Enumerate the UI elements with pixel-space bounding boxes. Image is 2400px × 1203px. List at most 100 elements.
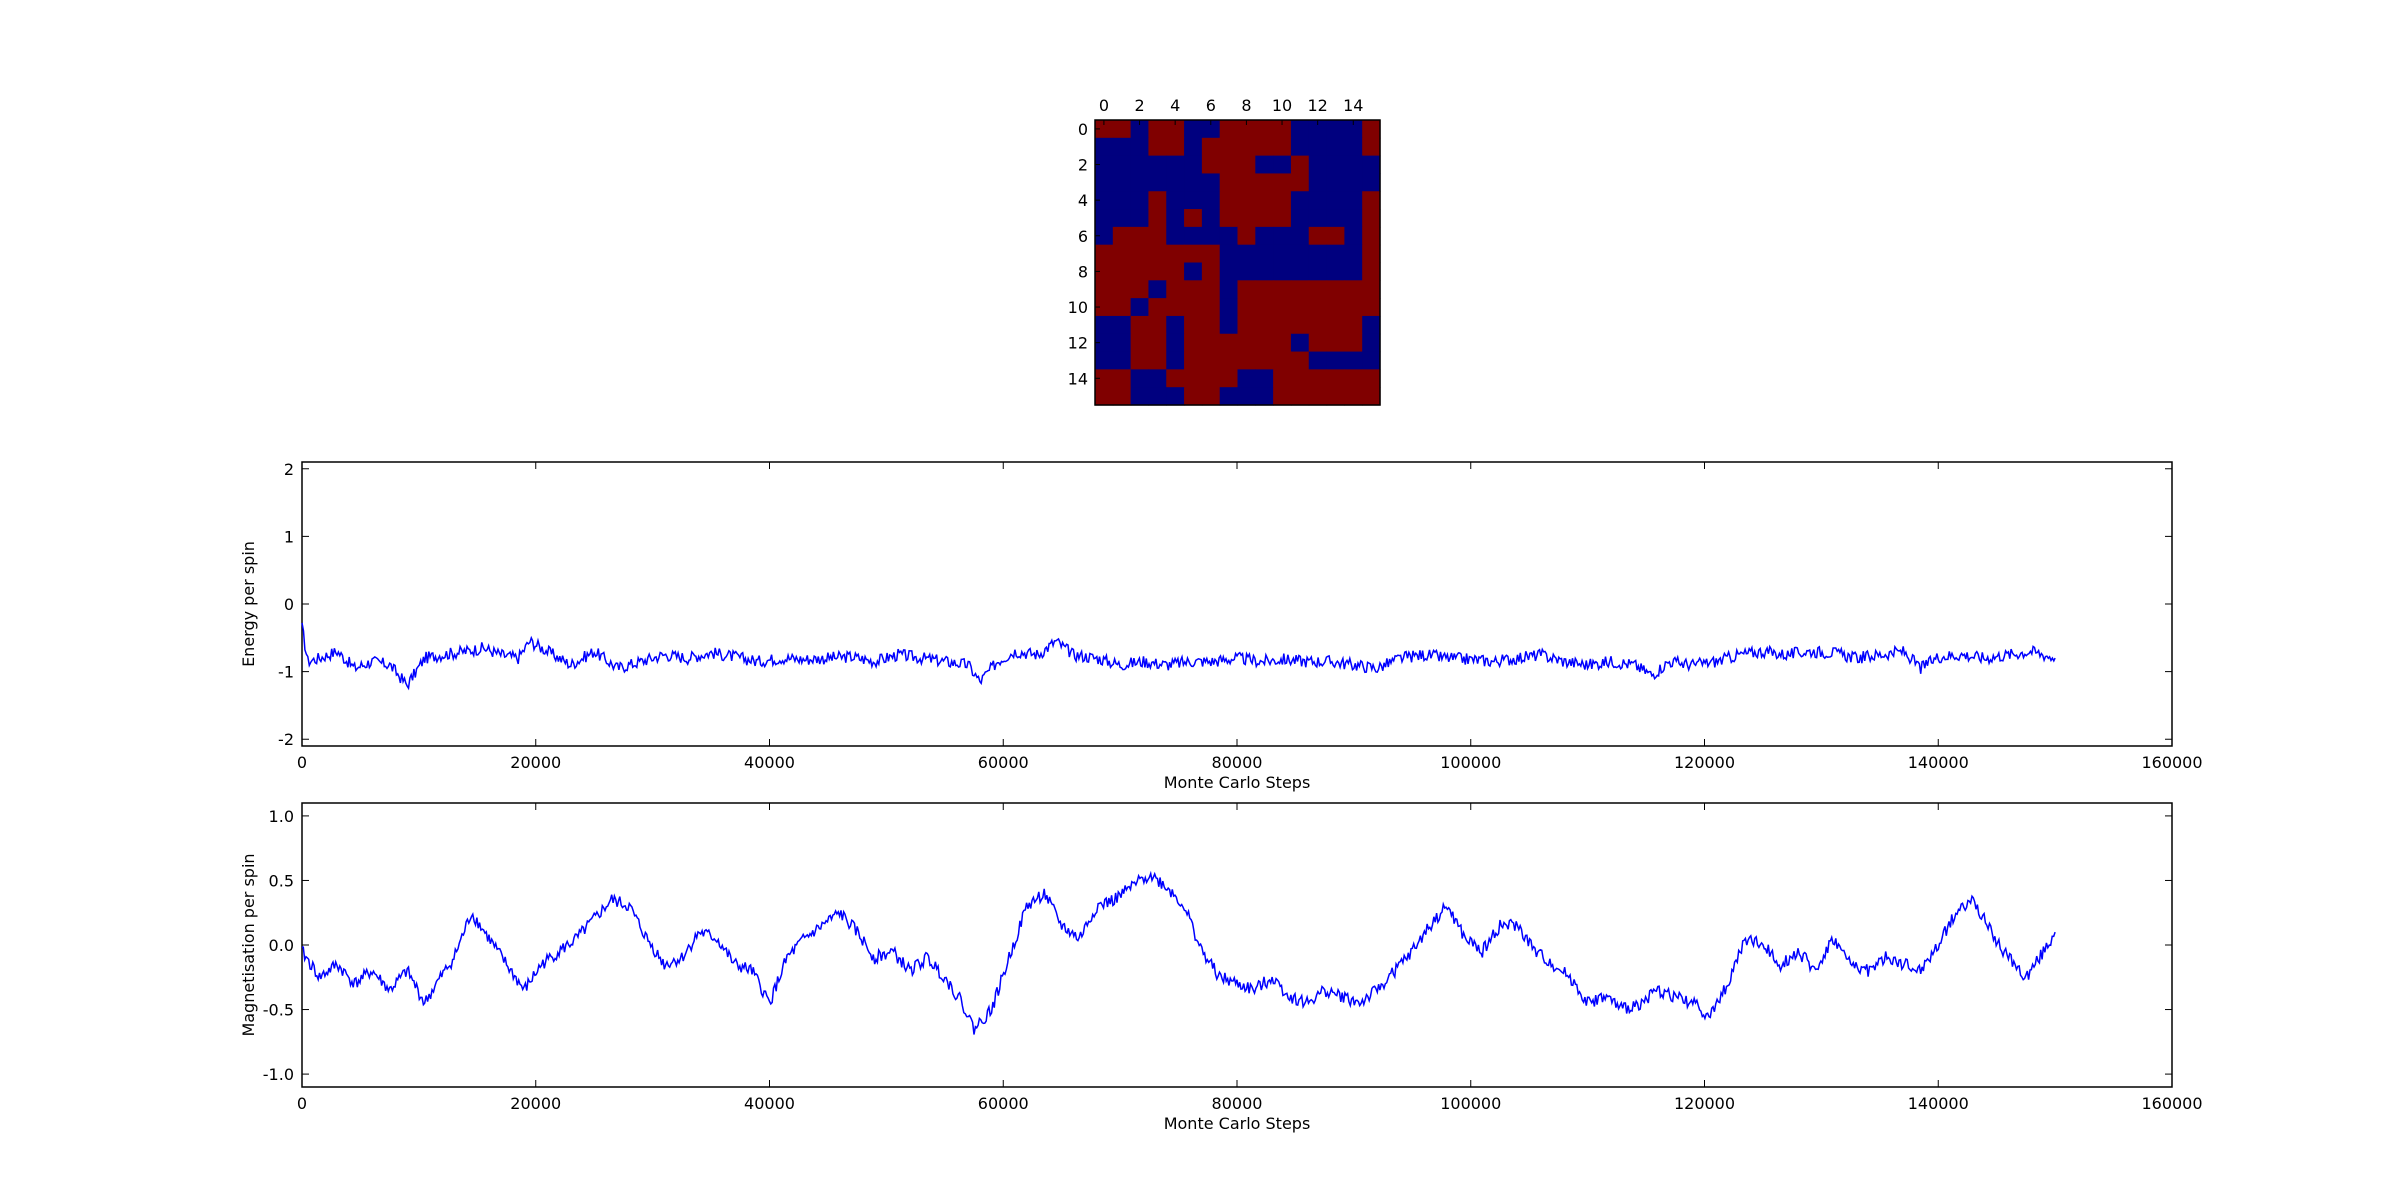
- lattice-cell: [1308, 209, 1328, 228]
- x-tick-label: 160000: [2141, 1094, 2202, 1113]
- lattice-cell: [1112, 244, 1132, 264]
- lattice-cell: [1308, 298, 1328, 317]
- lattice-cell: [1362, 298, 1381, 317]
- lattice-cell: [1308, 262, 1328, 281]
- lattice-cell: [1219, 191, 1239, 210]
- lattice-cell: [1095, 244, 1114, 264]
- lattice-cell: [1344, 137, 1363, 157]
- lattice-cell: [1095, 226, 1114, 246]
- lattice-cell: [1166, 280, 1185, 299]
- lattice-cell: [1184, 351, 1203, 370]
- lattice-cell: [1290, 351, 1310, 370]
- lattice-cell: [1273, 137, 1292, 157]
- lattice-cell: [1237, 387, 1256, 406]
- lattice-cell: [1255, 226, 1274, 246]
- lattice-cell: [1362, 137, 1381, 157]
- lattice-cell: [1201, 209, 1221, 228]
- lattice-cell: [1130, 369, 1150, 388]
- y-tick-label: -2: [278, 730, 294, 749]
- energy-plot: 0 20000 40000 60000 80000 100000 120000 140000 1…: [239, 460, 2203, 792]
- lattice-cell: [1255, 191, 1274, 210]
- lattice-cell: [1130, 387, 1150, 406]
- lattice-cell: [1219, 120, 1239, 139]
- lattice-cell: [1184, 209, 1203, 228]
- heatmap-cells: [1095, 120, 1381, 406]
- lattice-cell: [1112, 262, 1132, 281]
- y-tick-label: 0.0: [269, 936, 294, 955]
- lattice-cell: [1362, 387, 1381, 406]
- energy-series-line: [301, 622, 2056, 691]
- y-tick-label: -1: [278, 663, 294, 682]
- lattice-cell: [1112, 387, 1132, 406]
- lattice-cell: [1184, 315, 1203, 335]
- lattice-cell: [1184, 387, 1203, 406]
- x-tick-label: 140000: [1908, 1094, 1969, 1113]
- lattice-cell: [1255, 315, 1274, 335]
- heatmap-y-tick-label: 2: [1078, 156, 1088, 175]
- lattice-cell: [1255, 155, 1274, 175]
- lattice-cell: [1219, 351, 1239, 370]
- lattice-cell: [1148, 137, 1167, 157]
- lattice-cell: [1166, 209, 1185, 228]
- lattice-cell: [1201, 369, 1221, 388]
- lattice-cell: [1130, 137, 1150, 157]
- x-tick-label: 60000: [978, 753, 1029, 772]
- heatmap-y-tick-label: 4: [1078, 191, 1088, 210]
- lattice-cell: [1184, 333, 1203, 353]
- lattice-cell: [1290, 226, 1310, 246]
- magnetisation-series-line: [301, 870, 2056, 1035]
- lattice-cell: [1219, 137, 1239, 157]
- y-tick-label: 1: [284, 527, 294, 546]
- lattice-cell: [1290, 155, 1310, 175]
- lattice-cell: [1112, 120, 1132, 139]
- lattice-cell: [1201, 315, 1221, 335]
- lattice-cell: [1308, 191, 1328, 210]
- lattice-cell: [1166, 173, 1185, 192]
- lattice-cell: [1326, 209, 1345, 228]
- lattice-cell: [1219, 173, 1239, 192]
- x-tick-label: 80000: [1212, 753, 1263, 772]
- lattice-cell: [1344, 155, 1363, 175]
- lattice-cell: [1362, 315, 1381, 335]
- lattice-cell: [1095, 173, 1114, 192]
- lattice-cell: [1112, 369, 1132, 388]
- lattice-cell: [1184, 226, 1203, 246]
- lattice-cell: [1184, 244, 1203, 264]
- energy-y-ticks: -2 -1 0 1 2: [278, 460, 2172, 749]
- heatmap-x-tick-label: 8: [1241, 96, 1251, 115]
- lattice-cell: [1201, 173, 1221, 192]
- lattice-cell: [1326, 333, 1345, 353]
- lattice-cell: [1362, 369, 1381, 388]
- heatmap-x-tick-label: 2: [1134, 96, 1144, 115]
- lattice-cell: [1130, 173, 1150, 192]
- heatmap-y-tick-label: 0: [1078, 120, 1088, 139]
- lattice-cell: [1308, 244, 1328, 264]
- lattice-cell: [1326, 191, 1345, 210]
- lattice-cell: [1112, 191, 1132, 210]
- lattice-cell: [1095, 120, 1114, 139]
- lattice-cell: [1326, 120, 1345, 139]
- lattice-cell: [1308, 155, 1328, 175]
- lattice-cell: [1112, 315, 1132, 335]
- x-tick-label: 0: [297, 1094, 307, 1113]
- lattice-cell: [1219, 369, 1239, 388]
- lattice-cell: [1308, 369, 1328, 388]
- lattice-cell: [1130, 209, 1150, 228]
- lattice-cell: [1273, 333, 1292, 353]
- lattice-cell: [1362, 209, 1381, 228]
- lattice-cell: [1273, 262, 1292, 281]
- lattice-cell: [1326, 226, 1345, 246]
- lattice-cell: [1308, 315, 1328, 335]
- lattice-cell: [1273, 155, 1292, 175]
- lattice-cell: [1148, 315, 1167, 335]
- heatmap-x-tick-label: 6: [1206, 96, 1216, 115]
- lattice-cell: [1344, 298, 1363, 317]
- lattice-cell: [1166, 262, 1185, 281]
- lattice-cell: [1237, 173, 1256, 192]
- lattice-cell: [1362, 351, 1381, 370]
- lattice-cell: [1326, 155, 1345, 175]
- lattice-cell: [1130, 244, 1150, 264]
- lattice-cell: [1219, 333, 1239, 353]
- heatmap-y-tick-label: 10: [1068, 298, 1088, 317]
- lattice-cell: [1095, 387, 1114, 406]
